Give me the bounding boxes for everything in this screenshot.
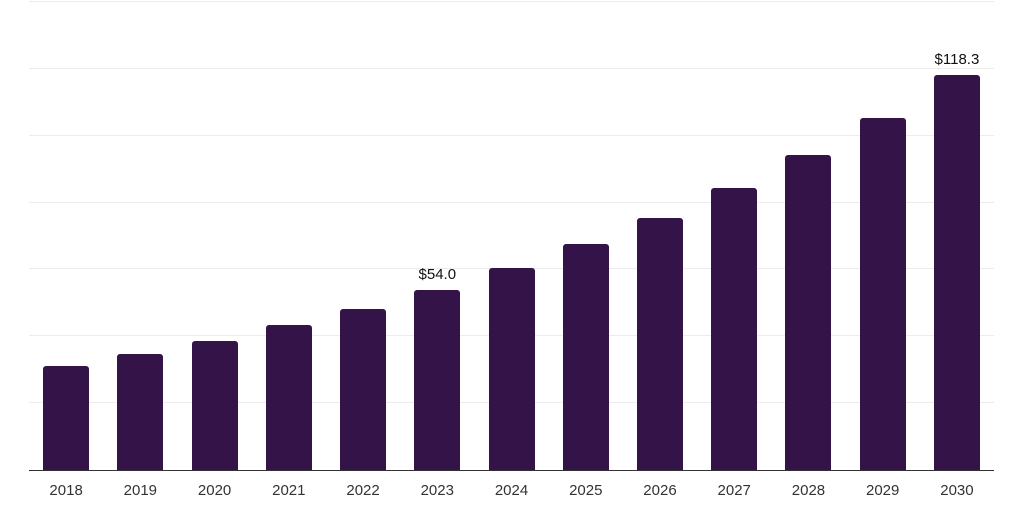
x-axis-tick-label: 2030 xyxy=(940,482,974,499)
bar-2028 xyxy=(785,154,832,470)
x-axis-tick-label: 2027 xyxy=(717,482,751,499)
bar-slot xyxy=(177,2,251,470)
bar-slot xyxy=(474,2,548,470)
x-axis-tick-label: 2024 xyxy=(494,482,529,499)
bar-value-label: $118.3 xyxy=(934,50,980,68)
x-axis-tick-label: 2020 xyxy=(197,482,232,499)
bar-2022 xyxy=(340,308,387,470)
bar-slot xyxy=(697,2,771,470)
bar-slot xyxy=(103,2,177,470)
bar-slot xyxy=(623,2,697,470)
bar-2018 xyxy=(43,366,90,470)
bar-value-label: $54.0 xyxy=(418,265,457,283)
bar-2020 xyxy=(191,340,238,470)
x-axis-tick-label: 2029 xyxy=(866,482,900,499)
x-axis-tick-label: 2025 xyxy=(569,482,603,499)
plot-area: $54.0 $118.3 xyxy=(29,1,994,471)
bar-slot xyxy=(326,2,400,470)
x-axis-tick-label: 2018 xyxy=(49,482,83,499)
bar-2019 xyxy=(117,354,164,470)
bar-slot xyxy=(29,2,103,470)
x-axis-tick-label: 2019 xyxy=(123,482,158,499)
bar-slot xyxy=(549,2,623,470)
x-axis-labels: 2018 2019 2020 2021 2022 2023 2024 2025 2026 2027… xyxy=(29,482,994,499)
bar-2026 xyxy=(636,217,683,470)
bar-2023 xyxy=(414,289,461,470)
x-axis-tick-label: 2021 xyxy=(272,482,306,499)
bar-slot: $54.0 xyxy=(400,2,474,470)
x-axis-tick-label: 2026 xyxy=(643,482,677,499)
bar-slot xyxy=(771,2,845,470)
x-axis-tick-label: 2022 xyxy=(346,482,380,499)
bars: $54.0 $118.3 xyxy=(29,2,994,470)
x-axis-tick-label: 2023 xyxy=(420,482,454,499)
bar-2030 xyxy=(933,74,980,470)
x-axis-tick-label: 2028 xyxy=(791,482,826,499)
bar-slot xyxy=(252,2,326,470)
bar-slot xyxy=(846,2,920,470)
bar-2029 xyxy=(859,117,906,470)
bar-slot: $118.3 xyxy=(920,2,994,470)
bar-2021 xyxy=(265,325,312,470)
bar-2025 xyxy=(562,244,609,470)
bar-2024 xyxy=(488,268,535,470)
bar-2027 xyxy=(711,188,758,470)
